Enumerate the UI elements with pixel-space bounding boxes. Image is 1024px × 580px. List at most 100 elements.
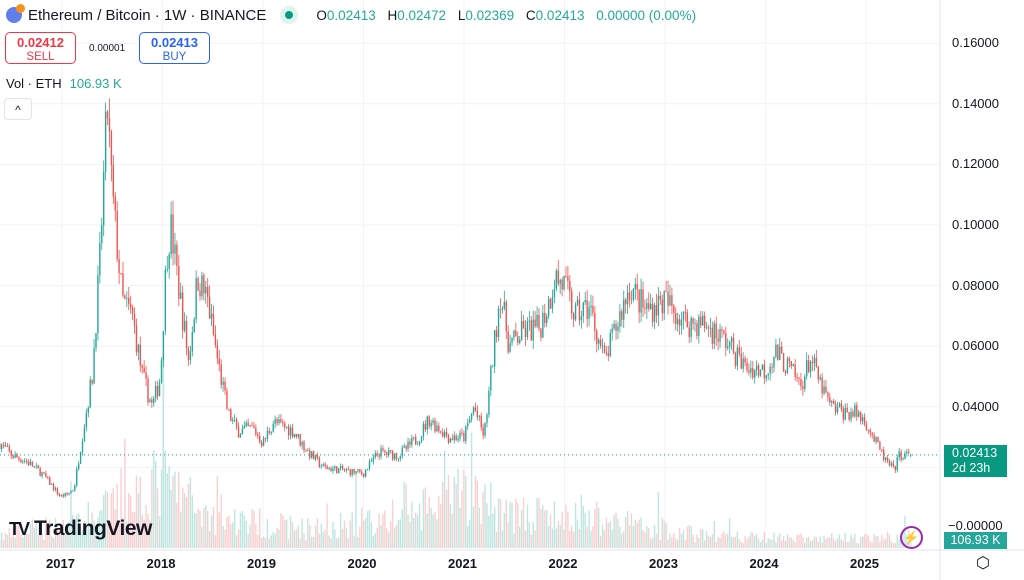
volume-bar (744, 535, 746, 548)
candle-body (66, 493, 68, 495)
candle-body (351, 469, 353, 476)
candle-body (867, 429, 870, 431)
volume-bar (172, 475, 174, 548)
volume-bar (563, 529, 565, 548)
candle-body (52, 483, 55, 490)
volume-bar (653, 524, 656, 548)
volume-bar (661, 517, 663, 548)
volume-bar (688, 524, 690, 548)
bar-countdown: 2d 23h (952, 461, 991, 475)
candle-body (598, 339, 600, 344)
candle-body (883, 449, 885, 460)
candle-body (569, 280, 571, 292)
volume-bar (788, 536, 791, 548)
candle-body (245, 422, 247, 427)
volume-bar (195, 513, 197, 548)
collapse-legend-button[interactable]: ^ (4, 98, 32, 120)
candle-body (218, 358, 220, 365)
volume-bar (181, 487, 184, 548)
candle-body (528, 320, 531, 322)
volume-legend[interactable]: Vol · ETH 106.93 K (6, 76, 122, 91)
candle-body (145, 372, 147, 379)
volume-bar (243, 515, 246, 548)
candle-body (786, 358, 789, 374)
candle-body (748, 370, 750, 373)
candle-body (270, 431, 272, 433)
volume-bar (642, 530, 644, 548)
candle-body (247, 422, 249, 427)
volume-bar (725, 534, 727, 548)
volume-bar (95, 531, 97, 548)
volume-bar (630, 513, 633, 548)
volume-bar (468, 519, 471, 548)
candle-body (663, 291, 665, 314)
candle-body (403, 446, 405, 448)
candle-body (754, 369, 756, 378)
market-status-icon[interactable] (280, 6, 299, 24)
volume-bar (559, 524, 561, 548)
candle-body (472, 407, 475, 414)
volume-bar (871, 542, 873, 548)
candle-body (624, 299, 627, 305)
volume-bar (118, 524, 120, 548)
candle-body (455, 435, 457, 441)
x-tick-label: 2020 (347, 556, 377, 571)
volume-bar (761, 539, 764, 548)
volume-bar (615, 512, 617, 548)
sell-button[interactable]: 0.02412 SELL (5, 32, 76, 64)
volume-bar (665, 523, 667, 548)
candle-body (268, 430, 271, 433)
volume-bar (640, 517, 642, 548)
volume-bar (409, 521, 411, 548)
candle-body (262, 438, 265, 446)
volume-bar (70, 481, 72, 548)
candle-body (725, 333, 727, 349)
volume-bar (542, 505, 544, 548)
volume-bar (592, 526, 594, 548)
volume-bar (54, 518, 57, 548)
volume-bar (276, 527, 278, 548)
candle-body (628, 292, 631, 300)
volume-bar (180, 511, 182, 548)
lightning-icon[interactable]: ⚡ (900, 526, 923, 549)
buy-button[interactable]: 0.02413 BUY (139, 32, 210, 64)
candle-body (800, 379, 802, 387)
candle-body (195, 278, 197, 320)
candle-body (767, 373, 769, 376)
settings-icon[interactable]: ⬡ (976, 555, 990, 572)
candle-body (592, 305, 594, 314)
volume-bar (401, 509, 403, 548)
volume-bar (16, 525, 18, 548)
candle-body (509, 343, 511, 353)
volume-bar (27, 534, 30, 548)
candle-body (503, 301, 506, 309)
candle-body (821, 377, 823, 394)
candle-body (584, 300, 586, 303)
tradingview-logo[interactable]: TV TradingView (9, 517, 152, 541)
volume-bar (52, 538, 55, 548)
candle-body (827, 392, 829, 398)
symbol-title[interactable]: Ethereum / Bitcoin · 1W · BINANCE (28, 6, 267, 24)
candle-body (707, 327, 710, 329)
candle-body (83, 427, 86, 442)
candle-body (27, 461, 30, 466)
volume-bar (337, 537, 340, 548)
candle-body (357, 469, 359, 472)
volume-bar (126, 521, 128, 548)
volume-value: 106.93 K (69, 76, 122, 91)
y-tick-label: 0.12000 (952, 156, 999, 172)
volume-bar (205, 505, 207, 548)
candle-body (278, 419, 280, 424)
candle-body (110, 131, 113, 165)
volume-bar (777, 536, 779, 548)
candle-body (582, 302, 584, 317)
volume-bar (393, 527, 396, 548)
volume-bar (671, 537, 673, 548)
volume-bar (272, 531, 274, 548)
volume-bar (14, 537, 16, 548)
volume-bar (584, 513, 586, 548)
candle-body (168, 254, 170, 269)
volume-bar (832, 538, 835, 548)
volume-bar (241, 510, 244, 548)
